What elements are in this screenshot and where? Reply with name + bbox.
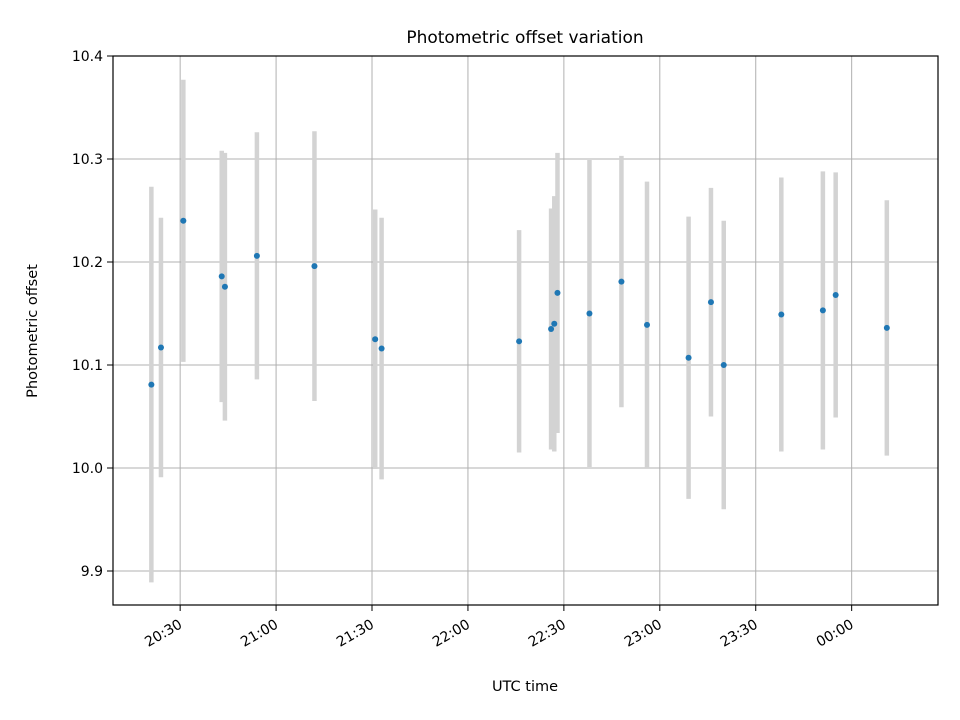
- data-point: [554, 289, 561, 296]
- data-point: [551, 320, 558, 327]
- data-point: [157, 344, 164, 351]
- data-point: [148, 381, 155, 388]
- data-point: [883, 324, 890, 331]
- data-point: [548, 325, 555, 332]
- y-tick-label: 10.0: [72, 461, 103, 477]
- y-tick-label: 10.4: [72, 49, 103, 65]
- data-points: [148, 217, 890, 388]
- data-point: [221, 283, 228, 290]
- data-point: [720, 362, 727, 369]
- y-axis: 9.9 10.0 10.1 10.2 10.3 10.4: [72, 49, 113, 580]
- data-point: [778, 311, 785, 318]
- data-point: [516, 338, 523, 345]
- y-tick-label: 10.1: [72, 358, 103, 374]
- data-point: [832, 291, 839, 298]
- data-point: [819, 307, 826, 314]
- data-point: [180, 217, 187, 224]
- y-tick-label: 10.2: [72, 255, 103, 271]
- x-axis-label: UTC time: [492, 679, 558, 695]
- y-tick-label: 10.3: [72, 152, 103, 168]
- data-point: [372, 336, 379, 343]
- data-point: [218, 273, 225, 280]
- plot-frame: [112, 55, 939, 606]
- data-point: [253, 252, 260, 259]
- data-point: [378, 345, 385, 352]
- chart-title: Photometric offset variation: [406, 28, 643, 48]
- y-tick-label: 9.9: [81, 564, 103, 580]
- data-point: [644, 321, 651, 328]
- y-axis-label: Photometric offset: [25, 264, 41, 398]
- data-point: [618, 278, 625, 285]
- data-point: [586, 310, 593, 317]
- data-point: [685, 354, 692, 361]
- data-point: [311, 263, 318, 270]
- data-point: [707, 299, 714, 306]
